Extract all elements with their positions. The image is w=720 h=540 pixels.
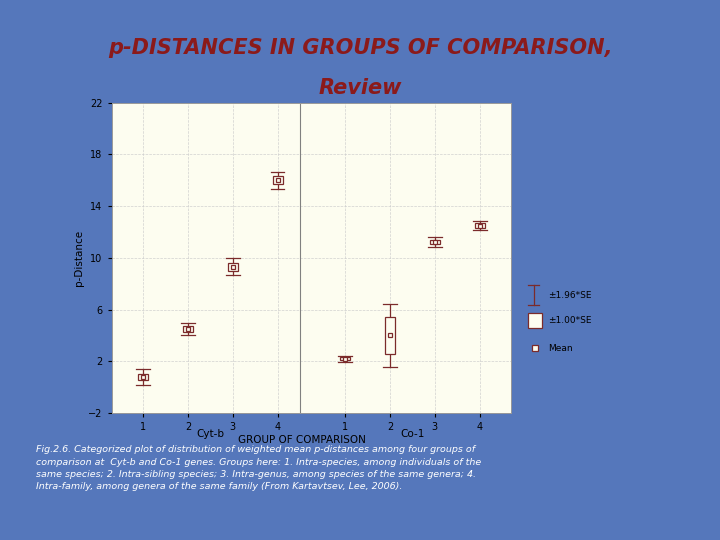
Text: Cyt-b: Cyt-b [197, 429, 225, 438]
Bar [385, 318, 395, 354]
Text: GROUP OF COMPARISON: GROUP OF COMPARISON [238, 435, 366, 445]
Text: Fig.2.6. Categorized plot of distribution of weighted mean p-distances among fou: Fig.2.6. Categorized plot of distributio… [36, 446, 481, 491]
Text: Review: Review [318, 78, 402, 98]
Bar [273, 177, 283, 184]
Bar [138, 374, 148, 380]
Bar [430, 240, 440, 244]
Text: Mean: Mean [548, 343, 572, 353]
Bar [528, 313, 542, 328]
Bar [228, 263, 238, 271]
Y-axis label: p-Distance: p-Distance [74, 230, 84, 286]
Bar [183, 326, 193, 332]
Text: ±1.96*SE: ±1.96*SE [548, 291, 591, 300]
Text: p-DISTANCES IN GROUPS OF COMPARISON,: p-DISTANCES IN GROUPS OF COMPARISON, [108, 38, 612, 58]
Text: Co-1: Co-1 [400, 429, 425, 438]
Bar [474, 223, 485, 228]
Text: ±1.00*SE: ±1.00*SE [548, 316, 591, 325]
Bar [340, 357, 350, 360]
